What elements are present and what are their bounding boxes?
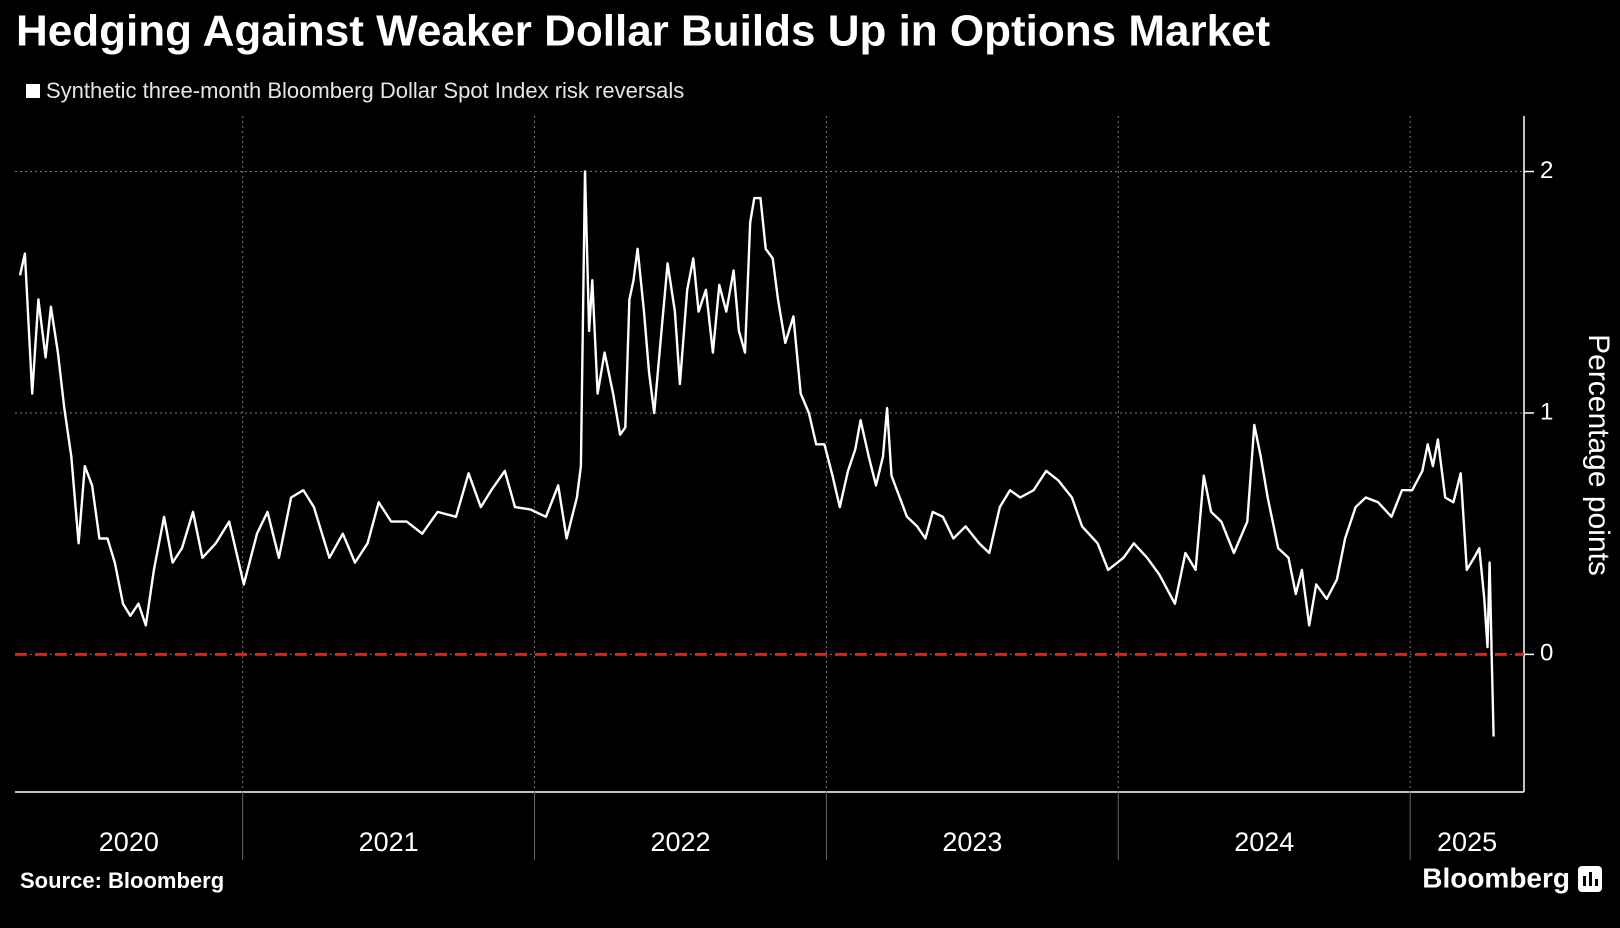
y-axis-title: Percentage points xyxy=(1582,334,1615,576)
y-tick-label: 0 xyxy=(1540,640,1553,667)
data-line xyxy=(18,170,1495,737)
legend-swatch xyxy=(26,84,40,98)
y-tick-label: 1 xyxy=(1540,398,1553,425)
x-tick-label: 2021 xyxy=(359,827,419,857)
brand-icon xyxy=(1578,866,1602,892)
x-tick-label: 2020 xyxy=(99,827,159,857)
y-tick-label: 2 xyxy=(1540,157,1553,184)
source: Source: Bloomberg xyxy=(20,868,224,893)
chart-title: Hedging Against Weaker Dollar Builds Up … xyxy=(16,7,1271,56)
x-tick-label: 2024 xyxy=(1234,827,1294,857)
legend-label: Synthetic three-month Bloomberg Dollar S… xyxy=(46,78,684,103)
x-tick-label: 2025 xyxy=(1437,827,1497,857)
brand: Bloomberg xyxy=(1422,862,1570,893)
x-tick-label: 2023 xyxy=(942,827,1002,857)
x-tick-label: 2022 xyxy=(650,827,710,857)
